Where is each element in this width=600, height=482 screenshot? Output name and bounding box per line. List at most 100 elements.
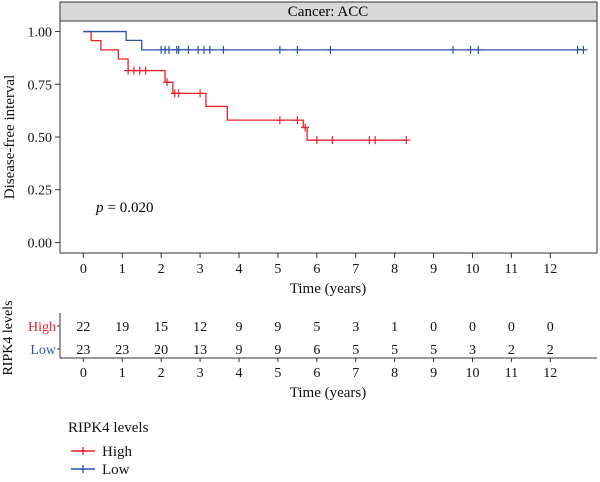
censor-mark — [312, 136, 321, 145]
risk-count: 9 — [274, 320, 281, 335]
censor-mark — [184, 45, 193, 54]
risk-count: 9 — [236, 343, 243, 358]
risk-row-label-high: High — [28, 320, 56, 335]
legend-entry-high: High — [71, 444, 133, 460]
chart-title: Cancer: ACC — [288, 4, 368, 20]
x-tick-label: 11 — [505, 262, 518, 277]
x-axis-title: Time (years) — [290, 281, 367, 297]
legend-censor-mark — [79, 447, 87, 455]
censor-mark — [326, 45, 335, 54]
series-low — [83, 30, 588, 54]
risk-count: 23 — [115, 343, 129, 358]
censor-mark — [466, 45, 475, 54]
risk-count: 5 — [430, 343, 437, 358]
risk-count: 0 — [508, 320, 515, 335]
censor-mark — [328, 136, 337, 145]
censor-mark — [174, 89, 183, 98]
risk-count: 6 — [313, 343, 320, 358]
legend-label: Low — [102, 462, 130, 478]
censor-mark — [293, 116, 302, 125]
x-tick-label: 12 — [543, 262, 557, 277]
series-line-low — [83, 30, 586, 51]
censor-mark — [293, 45, 302, 54]
legend-censor-mark — [79, 465, 87, 473]
censor-mark — [402, 136, 411, 145]
risk-count: 5 — [313, 320, 320, 335]
censor-mark — [474, 45, 483, 54]
censor-mark — [196, 89, 205, 98]
risk-x-tick-label: 7 — [352, 366, 359, 381]
x-tick-label: 9 — [430, 262, 437, 277]
y-tick-label: 1.00 — [28, 26, 53, 41]
x-tick-label: 5 — [274, 262, 281, 277]
risk-x-tick-label: 5 — [274, 366, 281, 381]
risk-count: 19 — [115, 320, 129, 335]
risk-count: 0 — [430, 320, 437, 335]
legend-entry-low: Low — [71, 462, 130, 478]
risk-count: 13 — [193, 343, 207, 358]
x-tick-label: 10 — [465, 262, 479, 277]
y-axis-title: Disease-free interval — [2, 75, 18, 200]
y-tick-label: 0.75 — [28, 78, 53, 93]
risk-table-x-axis-title: Time (years) — [290, 385, 367, 401]
risk-row-label-low: Low — [30, 343, 57, 358]
x-tick-label: 6 — [313, 262, 320, 277]
risk-x-tick-label: 12 — [543, 366, 557, 381]
p-value-annotation: p = 0.020 — [95, 200, 153, 216]
censor-mark — [219, 45, 228, 54]
risk-x-tick-label: 11 — [505, 366, 518, 381]
legend-label: High — [102, 444, 133, 460]
series-line-high — [83, 30, 407, 141]
censor-mark — [579, 45, 588, 54]
x-tick-label: 7 — [352, 262, 359, 277]
risk-count: 2 — [508, 343, 515, 358]
risk-count: 20 — [154, 343, 168, 358]
risk-x-tick-label: 9 — [430, 366, 437, 381]
risk-count: 22 — [76, 320, 90, 335]
censor-mark — [205, 45, 214, 54]
risk-x-tick-label: 8 — [391, 366, 398, 381]
risk-count: 5 — [391, 343, 398, 358]
x-tick-label: 0 — [80, 262, 87, 277]
legend-title: RIPK4 levels — [68, 420, 149, 436]
censor-mark — [371, 136, 380, 145]
risk-x-tick-label: 6 — [313, 366, 320, 381]
risk-count: 9 — [274, 343, 281, 358]
censor-mark — [301, 123, 310, 132]
censor-mark — [275, 45, 284, 54]
y-tick-label: 0.25 — [28, 184, 53, 199]
censor-mark — [141, 66, 150, 75]
p-value-number: = 0.020 — [108, 200, 154, 216]
censor-mark — [163, 78, 172, 87]
censor-mark — [449, 45, 458, 54]
risk-x-tick-label: 4 — [236, 366, 243, 381]
risk-x-tick-label: 0 — [80, 366, 87, 381]
risk-x-tick-label: 3 — [197, 366, 204, 381]
risk-count: 9 — [236, 320, 243, 335]
axes-layer: 0.000.250.500.751.000 1 2 3 4 5 6 7 8 9 10 11 12 — [28, 26, 558, 277]
risk-count: 5 — [352, 343, 359, 358]
risk-count: 15 — [154, 320, 168, 335]
censor-mark — [174, 45, 183, 54]
censor-mark — [164, 45, 173, 54]
plot-panel — [59, 20, 598, 254]
risk-count: 12 — [193, 320, 207, 335]
x-tick-label: 3 — [197, 262, 204, 277]
risk-x-tick-label: 10 — [465, 366, 479, 381]
y-tick-label: 0.00 — [28, 236, 53, 251]
x-tick-label: 8 — [391, 262, 398, 277]
risk-count: 3 — [352, 320, 359, 335]
series-layer — [83, 30, 588, 145]
risk-count: 1 — [391, 320, 398, 335]
x-tick-label: 2 — [158, 262, 165, 277]
risk-count: 0 — [547, 320, 554, 335]
legend: High Low — [71, 444, 133, 478]
risk-count: 23 — [76, 343, 90, 358]
risk-table-title: RIPK4 levels — [1, 300, 16, 375]
p-value-symbol: p — [95, 200, 104, 216]
risk-x-tick-label: 2 — [158, 366, 165, 381]
censor-mark — [275, 116, 284, 125]
risk-count: 2 — [547, 343, 554, 358]
